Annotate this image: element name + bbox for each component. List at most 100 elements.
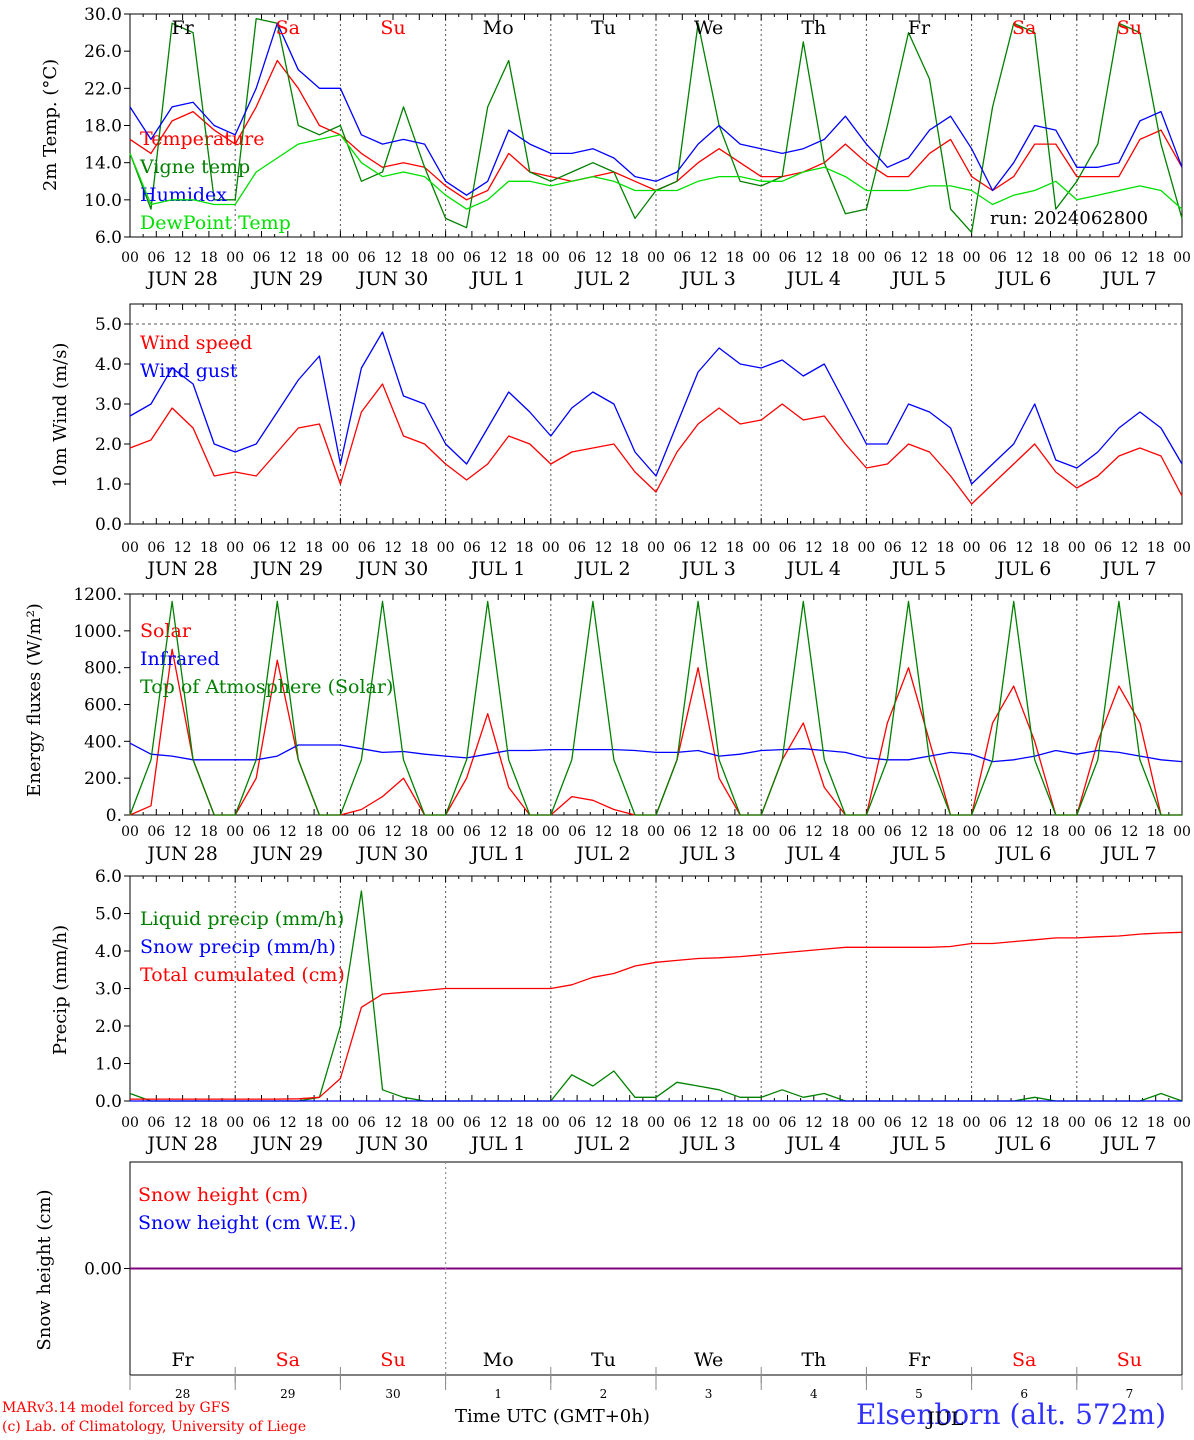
- hour-label: 00: [542, 1115, 560, 1131]
- weekday-label: Sa: [276, 17, 300, 39]
- date-label: JUL 5: [890, 843, 946, 865]
- legend-entry: Humidex: [140, 184, 227, 206]
- weekday-label: Fr: [171, 17, 194, 39]
- date-label: JUL 2: [574, 268, 630, 290]
- hour-label: 18: [831, 1115, 849, 1131]
- hour-label: 12: [384, 250, 402, 266]
- hour-label: 12: [805, 1115, 823, 1131]
- chart-panel-5: 0.00 Snow height (cm) Snow height (cm) Snow…: [34, 1161, 1183, 1385]
- hour-label: 12: [700, 250, 718, 266]
- weekday-label: We: [694, 17, 723, 39]
- y-axis-label: 10m Wind (m/s): [50, 343, 71, 488]
- y-tick-label: 2.0: [95, 435, 122, 455]
- day-number: 28: [175, 1387, 190, 1401]
- legend-entry: Top of Atmosphere (Solar): [140, 676, 393, 698]
- y-tick-label: 1.0: [95, 475, 122, 495]
- date-label: JUL 6: [995, 268, 1051, 290]
- hour-label: 12: [1015, 824, 1033, 840]
- hour-label: 18: [831, 824, 849, 840]
- hour-label: 12: [384, 1115, 402, 1131]
- legend-entry: Snow precip (mm/h): [140, 936, 336, 958]
- hour-label: 06: [253, 824, 271, 840]
- date-label: JUL 4: [785, 558, 841, 580]
- y-tick-label: 10.0: [84, 191, 122, 211]
- hour-label: 00: [331, 824, 349, 840]
- weekday-label: Sa: [1012, 1349, 1036, 1371]
- date-label: JUL 7: [1100, 843, 1156, 865]
- hour-label: 06: [673, 824, 691, 840]
- hour-label: 06: [358, 540, 376, 556]
- hour-label: 06: [253, 540, 271, 556]
- legend-entry: Snow height (cm W.E.): [138, 1212, 356, 1234]
- date-label: JUN 30: [356, 1133, 428, 1155]
- hour-label: 18: [1042, 824, 1060, 840]
- hour-label: 12: [594, 1115, 612, 1131]
- hour-label: 06: [568, 824, 586, 840]
- date-label: JUL 5: [890, 558, 946, 580]
- hour-label: 18: [200, 250, 218, 266]
- y-tick-label: 3.0: [95, 395, 122, 415]
- date-label: JUN 28: [145, 1133, 217, 1155]
- date-label: JUL 7: [1100, 268, 1156, 290]
- y-tick-label: 2.0: [95, 1017, 122, 1037]
- legend-entry: Solar: [140, 620, 192, 642]
- hour-label: 06: [779, 250, 797, 266]
- hour-label: 00: [1173, 540, 1191, 556]
- hour-label: 18: [831, 250, 849, 266]
- hour-label: 18: [516, 1115, 534, 1131]
- hour-label: 12: [1015, 540, 1033, 556]
- hour-label: 18: [936, 540, 954, 556]
- run-label: run: 2024062800: [990, 208, 1149, 229]
- y-tick-label: 1.0: [95, 1055, 122, 1075]
- hour-label: 00: [752, 250, 770, 266]
- y-axis-label: Snow height (cm): [34, 1189, 55, 1350]
- weekday-label: Th: [801, 1349, 826, 1371]
- hour-label: 18: [621, 250, 639, 266]
- hour-label: 06: [147, 250, 165, 266]
- hour-label: 12: [1015, 250, 1033, 266]
- hour-label: 00: [121, 1115, 139, 1131]
- series-line-3: [129, 600, 1182, 816]
- date-label: JUL 6: [995, 558, 1051, 580]
- date-label: JUL 5: [890, 1133, 946, 1155]
- y-tick-label: 26.0: [84, 42, 122, 62]
- hour-label: 12: [489, 1115, 507, 1131]
- hour-label: 12: [279, 1115, 297, 1131]
- hour-label: 18: [410, 824, 428, 840]
- y-axis-label: 2m Temp. (°C): [40, 59, 61, 191]
- hour-label: 18: [410, 540, 428, 556]
- hour-label: 06: [779, 1115, 797, 1131]
- hour-label: 12: [910, 824, 928, 840]
- legend-entry: Wind gust: [140, 360, 238, 382]
- series-line-1: [129, 383, 1183, 505]
- hour-label: 18: [726, 824, 744, 840]
- hour-label: 00: [542, 540, 560, 556]
- hour-label: 06: [1094, 1115, 1112, 1131]
- hour-label: 00: [331, 1115, 349, 1131]
- hour-label: 00: [1173, 1115, 1191, 1131]
- hour-label: 18: [200, 540, 218, 556]
- y-tick-label: 800.: [84, 659, 122, 679]
- hour-label: 18: [621, 824, 639, 840]
- date-label: JUL 7: [1100, 558, 1156, 580]
- date-label: JUN 29: [251, 1133, 323, 1155]
- weekday-label: Mo: [483, 17, 514, 39]
- hour-label: 18: [831, 540, 849, 556]
- hour-label: 06: [147, 824, 165, 840]
- y-tick-label: 3.0: [95, 980, 122, 1000]
- hour-label: 06: [1094, 540, 1112, 556]
- y-tick-label: 0.0: [95, 515, 122, 535]
- hour-label: 06: [673, 250, 691, 266]
- weekday-label: Su: [380, 1349, 405, 1371]
- hour-label: 00: [331, 540, 349, 556]
- hour-label: 18: [621, 1115, 639, 1131]
- date-label: JUL 1: [469, 843, 525, 865]
- date-label: JUN 29: [251, 558, 323, 580]
- weekday-label: Tu: [591, 1349, 616, 1371]
- series-line-4: [129, 134, 1183, 210]
- y-tick-label: 0.: [106, 806, 122, 826]
- date-label: JUL 5: [890, 268, 946, 290]
- y-tick-label: 6.0: [95, 228, 122, 248]
- y-tick-label: 400.: [84, 732, 122, 752]
